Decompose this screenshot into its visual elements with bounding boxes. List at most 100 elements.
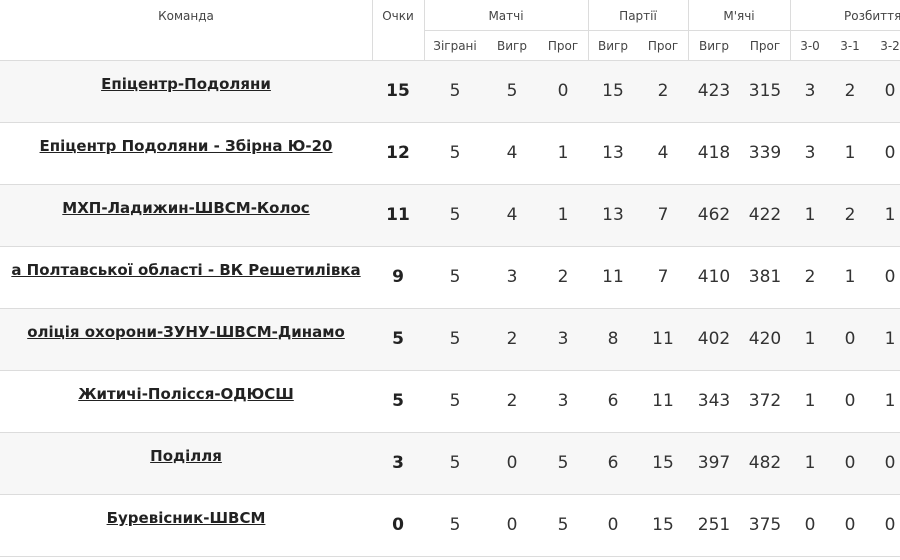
balls-lost-cell: 375 — [748, 515, 782, 535]
header-separator — [790, 0, 791, 60]
sets-won-cell: 13 — [602, 205, 624, 225]
row-divider — [0, 556, 900, 557]
points-cell: 9 — [392, 267, 404, 287]
team-link[interactable]: а Полтавської області - ВК Решетилівка — [11, 261, 361, 279]
sets-lost-cell: 7 — [657, 205, 669, 225]
played-cell: 5 — [449, 267, 461, 287]
header-3-1[interactable]: 3-1 — [840, 39, 860, 53]
sets-won-cell: 11 — [602, 267, 624, 287]
header-won[interactable]: Вигр — [497, 39, 527, 53]
header-separator — [424, 0, 425, 60]
balls-lost-cell: 422 — [748, 205, 782, 225]
row-divider — [0, 122, 900, 123]
sets-lost-cell: 11 — [652, 391, 674, 411]
header-3-0[interactable]: 3-0 — [800, 39, 820, 53]
sets-lost-cell: 11 — [652, 329, 674, 349]
header-balls: М'ячі — [723, 9, 755, 23]
header-sets-lost[interactable]: Прог — [647, 39, 679, 53]
table-row: Епіцентр-Подоляни 15 5 5 0 15 2 423 315 … — [0, 61, 900, 123]
balls-won-cell: 402 — [697, 329, 731, 349]
team-link[interactable]: Епіцентр Подоляни - Збірна Ю-20 — [39, 137, 333, 155]
header-matches: Матчі — [488, 9, 524, 23]
played-cell: 5 — [449, 205, 461, 225]
r32-cell: 0 — [884, 453, 896, 473]
r31-cell: 2 — [844, 205, 856, 225]
r31-cell: 0 — [844, 329, 856, 349]
lost-cell: 3 — [557, 329, 569, 349]
header-team[interactable]: Команда — [158, 9, 214, 23]
sets-won-cell: 13 — [602, 143, 624, 163]
r30-cell: 1 — [804, 391, 816, 411]
header-separator — [372, 0, 373, 60]
lost-cell: 3 — [557, 391, 569, 411]
r32-cell: 1 — [884, 391, 896, 411]
r30-cell: 1 — [804, 453, 816, 473]
lost-cell: 5 — [557, 515, 569, 535]
r30-cell: 3 — [804, 81, 816, 101]
played-cell: 5 — [449, 453, 461, 473]
team-link[interactable]: оліція охорони-ЗУНУ-ШВСМ-Динамо — [27, 323, 345, 341]
points-cell: 11 — [386, 205, 410, 225]
header-balls-lost[interactable]: Прог — [749, 39, 781, 53]
sets-won-cell: 6 — [607, 453, 619, 473]
sets-lost-cell: 15 — [652, 453, 674, 473]
header-balls-won[interactable]: Вигр — [699, 39, 729, 53]
balls-lost-cell: 315 — [748, 81, 782, 101]
r30-cell: 2 — [804, 267, 816, 287]
played-cell: 5 — [449, 81, 461, 101]
r31-cell: 1 — [844, 267, 856, 287]
won-cell: 4 — [506, 143, 518, 163]
header-lost[interactable]: Прог — [547, 39, 579, 53]
sets-won-cell: 8 — [607, 329, 619, 349]
team-link[interactable]: Буревісник-ШВСМ — [106, 509, 266, 527]
r30-cell: 0 — [804, 515, 816, 535]
balls-lost-cell: 381 — [748, 267, 782, 287]
header-3-2[interactable]: 3-2 — [880, 39, 900, 53]
team-link[interactable]: Поділля — [150, 447, 222, 465]
team-link[interactable]: Житичі-Полісся-ОДЮСШ — [78, 385, 294, 403]
team-link[interactable]: МХП-Ладижин-ШВСМ-Колос — [62, 199, 310, 217]
won-cell: 4 — [506, 205, 518, 225]
table-row: оліція охорони-ЗУНУ-ШВСМ-Динамо 5 5 2 3 … — [0, 309, 900, 371]
won-cell: 2 — [506, 391, 518, 411]
table-row: а Полтавської області - ВК Решетилівка 9… — [0, 247, 900, 309]
sets-lost-cell: 4 — [657, 143, 669, 163]
balls-won-cell: 418 — [697, 143, 731, 163]
balls-lost-cell: 339 — [748, 143, 782, 163]
row-divider — [0, 370, 900, 371]
r31-cell: 0 — [844, 515, 856, 535]
header-bottom-border — [0, 60, 900, 61]
row-divider — [0, 184, 900, 185]
row-divider — [0, 308, 900, 309]
sets-lost-cell: 2 — [657, 81, 669, 101]
won-cell: 2 — [506, 329, 518, 349]
balls-won-cell: 462 — [697, 205, 731, 225]
r31-cell: 0 — [844, 453, 856, 473]
sets-lost-cell: 7 — [657, 267, 669, 287]
lost-cell: 2 — [557, 267, 569, 287]
balls-won-cell: 251 — [697, 515, 731, 535]
played-cell: 5 — [449, 515, 461, 535]
r32-cell: 0 — [884, 143, 896, 163]
header-separator — [688, 0, 689, 60]
sets-won-cell: 6 — [607, 391, 619, 411]
lost-cell: 1 — [557, 143, 569, 163]
lost-cell: 1 — [557, 205, 569, 225]
r30-cell: 1 — [804, 329, 816, 349]
header-sets-won[interactable]: Вигр — [598, 39, 628, 53]
r31-cell: 0 — [844, 391, 856, 411]
header-points[interactable]: Очки — [382, 9, 414, 23]
header-separator — [588, 0, 589, 60]
header-divider — [424, 30, 900, 31]
points-cell: 15 — [386, 81, 410, 101]
won-cell: 5 — [506, 81, 518, 101]
r32-cell: 0 — [884, 81, 896, 101]
points-cell: 3 — [392, 453, 404, 473]
header-played[interactable]: Зіграні — [433, 39, 477, 53]
points-cell: 5 — [392, 329, 404, 349]
team-link[interactable]: Епіцентр-Подоляни — [101, 75, 271, 93]
won-cell: 0 — [506, 515, 518, 535]
balls-lost-cell: 372 — [748, 391, 782, 411]
won-cell: 0 — [506, 453, 518, 473]
points-cell: 12 — [386, 143, 410, 163]
